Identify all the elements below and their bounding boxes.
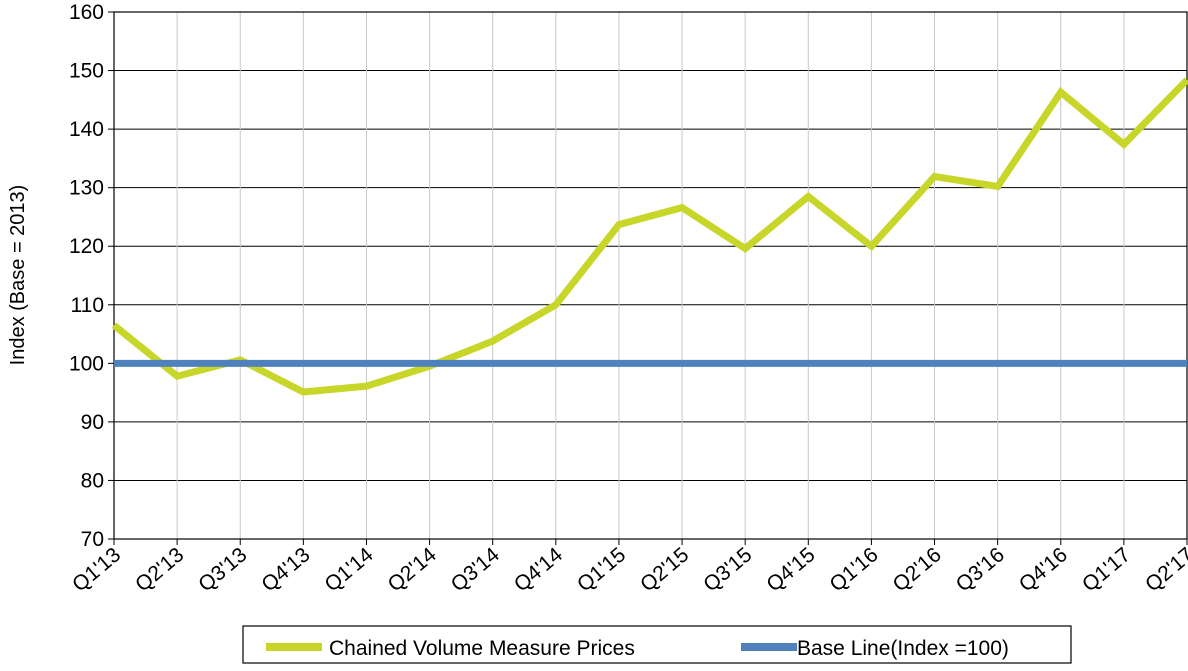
y-tick-label: 80: [81, 469, 104, 492]
legend-label-base-line: Base Line(Index =100): [797, 637, 1009, 660]
legend-box: [242, 625, 1072, 664]
y-tick-label: 110: [71, 294, 104, 317]
legend: Chained Volume Measure Prices Base Line(…: [242, 625, 1072, 664]
y-axis-label: Index (Base = 2013): [7, 185, 29, 366]
y-tick-label: 160: [69, 1, 104, 24]
y-tick-label: 150: [69, 60, 104, 83]
y-tick-label: 120: [69, 235, 104, 258]
y-tick-label: 130: [69, 177, 104, 200]
y-axis-tick-labels: 70 80 90 100 110 120 130 140 150 160: [69, 1, 104, 551]
series-line-chained-volume: [111, 77, 1188, 396]
legend-label-chained-volume: Chained Volume Measure Prices: [329, 637, 635, 660]
series-lines: [111, 77, 1188, 396]
y-tick-label: 70: [81, 528, 104, 551]
axis-ticks: [108, 11, 1188, 545]
plot-area-border: [113, 11, 1188, 540]
y-tick-label: 140: [69, 118, 104, 141]
y-tick-label: 100: [69, 352, 104, 375]
y-tick-label: 90: [81, 411, 104, 434]
